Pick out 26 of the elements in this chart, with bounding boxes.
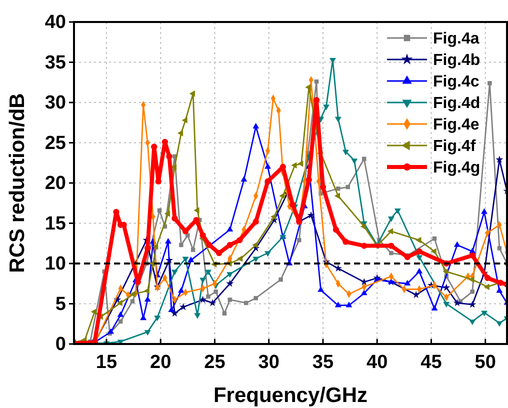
y-tick-label: 25 xyxy=(44,132,66,154)
y-tick-label: 0 xyxy=(55,334,66,356)
y-tick-label: 35 xyxy=(44,52,66,74)
y-tick-label: 30 xyxy=(44,92,66,114)
y-tick-label: 5 xyxy=(55,294,66,315)
y-tick-label: 40 xyxy=(44,12,66,34)
x-tick-label: 20 xyxy=(150,352,172,373)
legend-label: Fig.4c xyxy=(433,74,480,91)
x-tick-label: 30 xyxy=(258,352,280,373)
x-axis-title: Frequency/GHz xyxy=(213,384,368,407)
x-tick-label: 45 xyxy=(420,352,442,373)
legend-label: Fig.4e xyxy=(433,116,480,134)
legend-label: Fig.4a xyxy=(433,30,480,48)
x-tick-label: 15 xyxy=(96,352,118,373)
x-tick-label: 50 xyxy=(474,352,496,373)
legend-label: Fig.4f xyxy=(433,138,476,156)
legend-label: Fig.4b xyxy=(433,52,480,70)
legend-label: Fig.4d xyxy=(433,95,480,112)
y-tick-label: 10 xyxy=(44,254,66,275)
y-tick-label: 15 xyxy=(44,213,66,234)
legend-label: Fig.4g xyxy=(433,160,480,177)
x-tick-label: 25 xyxy=(204,352,226,373)
y-tick-label: 20 xyxy=(44,173,66,194)
x-tick-label: 35 xyxy=(312,352,334,373)
x-tick-label: 40 xyxy=(366,352,388,373)
y-axis-title: RCS reduction/dB xyxy=(6,93,29,273)
